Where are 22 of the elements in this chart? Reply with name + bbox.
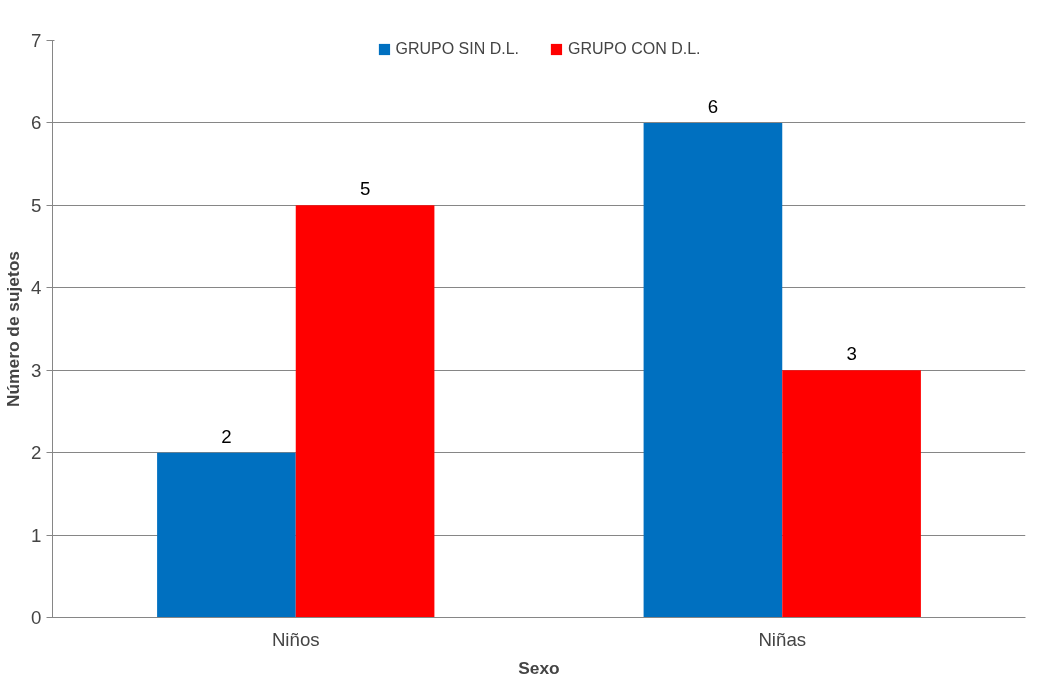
data-label: 6 (707, 95, 719, 117)
bar (157, 452, 296, 618)
y-tick-label: 1 (31, 524, 42, 546)
data-label: 2 (221, 425, 232, 447)
bar (643, 122, 783, 618)
bar (782, 370, 921, 618)
legend-label: GRUPO SIN D.L. (395, 40, 520, 58)
data-label: 5 (359, 178, 371, 200)
bar (295, 205, 435, 618)
y-tick-label: 2 (31, 442, 42, 464)
y-tick-label: 3 (31, 359, 42, 381)
x-tick-label: Niños (271, 628, 320, 650)
legend-label: GRUPO CON D.L. (568, 40, 701, 58)
x-tick-label: Niñas (758, 628, 807, 650)
y-tick-label: 5 (31, 194, 42, 216)
x-axis-title: Sexo (518, 657, 560, 678)
y-tick-label: 4 (31, 277, 42, 299)
y-tick-label: 0 (31, 607, 42, 628)
y-tick-label: 6 (31, 112, 42, 134)
y-axis-title: Número de sujetos (3, 250, 24, 407)
data-label: 3 (846, 343, 857, 365)
y-tick-label: 7 (31, 30, 42, 51)
